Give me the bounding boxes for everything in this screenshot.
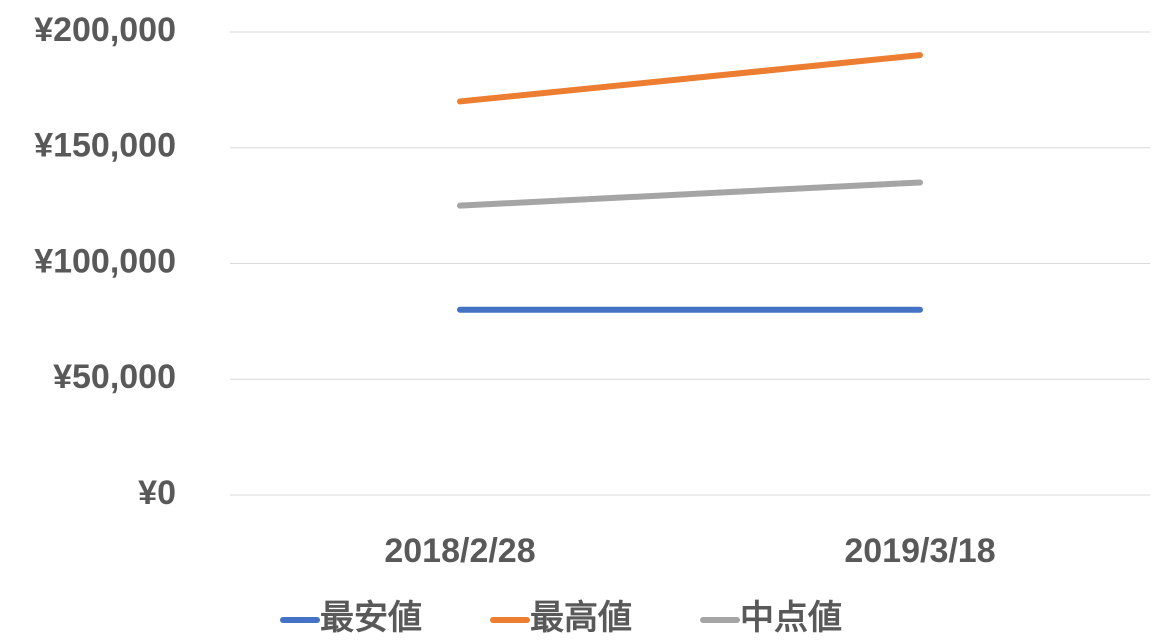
y-tick-label: ¥0 xyxy=(138,474,176,512)
y-tick-label: ¥100,000 xyxy=(34,242,176,280)
x-tick-label: 2019/3/18 xyxy=(844,532,995,570)
legend-label: 最高値 xyxy=(530,599,632,637)
line xyxy=(457,52,923,105)
line xyxy=(457,179,923,209)
legend-label: 最安値 xyxy=(320,599,422,637)
y-tick-label: ¥200,000 xyxy=(34,11,176,49)
legend-label: 中点値 xyxy=(740,599,842,637)
y-tick-label: ¥50,000 xyxy=(53,358,176,396)
y-tick-label: ¥150,000 xyxy=(34,127,176,165)
x-tick-label: 2018/2/28 xyxy=(384,532,535,570)
